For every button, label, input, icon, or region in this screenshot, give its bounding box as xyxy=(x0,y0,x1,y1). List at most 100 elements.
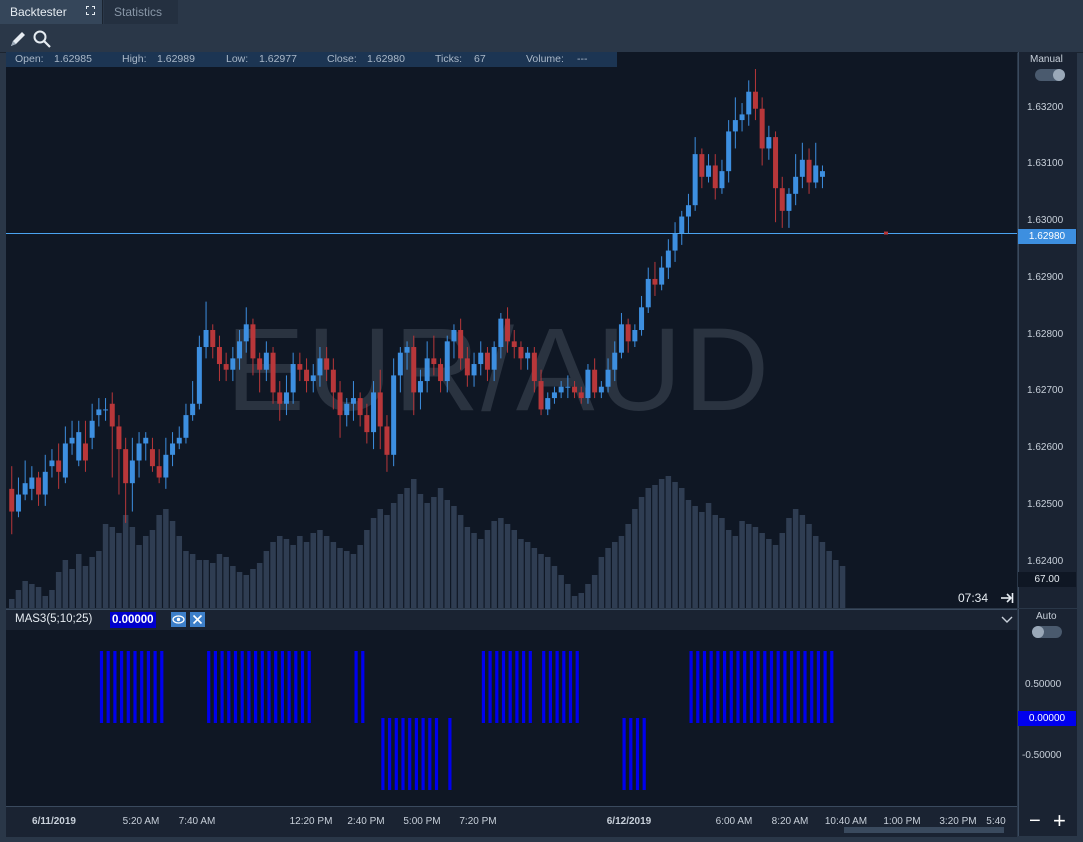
time-tick: 1:00 PM xyxy=(883,816,921,827)
price-tick: 1.62400 xyxy=(1027,555,1064,567)
candle-body xyxy=(210,330,216,348)
volume-bar xyxy=(377,509,383,608)
candle-body xyxy=(36,477,42,495)
volume-bar xyxy=(819,542,826,608)
price-tick: 1.62600 xyxy=(1027,442,1064,454)
candle-body xyxy=(344,403,350,416)
candle-body xyxy=(397,352,403,376)
volume-bar xyxy=(156,515,162,608)
volume-bar xyxy=(712,515,718,608)
tab-statistics[interactable]: Statistics xyxy=(104,0,178,24)
time-scrollbar[interactable] xyxy=(844,827,1004,833)
indicator-bar xyxy=(140,651,144,723)
zoom-in-button[interactable]: + xyxy=(1053,808,1066,833)
volume-bar xyxy=(236,572,243,608)
indicator-bar xyxy=(515,651,519,723)
indicator-bar xyxy=(488,651,492,723)
scroll-to-end-icon[interactable] xyxy=(1000,592,1014,604)
current-price-tag: 1.62980 xyxy=(1018,229,1076,244)
candle-body xyxy=(330,369,336,393)
toggle-knob xyxy=(1053,69,1065,81)
candle-body xyxy=(337,392,343,416)
indicator-bar xyxy=(227,651,231,723)
volume-bar xyxy=(457,515,464,608)
tab-backtester-label: Backtester xyxy=(10,5,67,19)
low-value: 1.62977 xyxy=(259,53,297,65)
time-tick: 3:20 PM xyxy=(939,816,977,827)
high-value: 1.62989 xyxy=(157,53,195,65)
indicator-bar xyxy=(260,651,264,723)
indicator-tick: -0.50000 xyxy=(1022,750,1062,761)
volume-bar xyxy=(685,500,692,608)
candle-body xyxy=(411,347,417,393)
eye-icon[interactable] xyxy=(171,612,186,627)
volume-bar xyxy=(504,524,511,608)
candle-body xyxy=(592,369,598,393)
volume-bar xyxy=(491,521,497,608)
candle-body xyxy=(699,154,705,177)
volume-bar xyxy=(826,551,832,608)
volume-bar xyxy=(350,554,357,608)
indicator-axis[interactable]: Auto 0.50000 -0.50000 xyxy=(1018,609,1077,806)
indicator-bar xyxy=(501,651,506,723)
candle-body xyxy=(732,120,738,132)
indicator-bar xyxy=(394,718,398,790)
indicator-bar xyxy=(408,718,412,790)
price-chart[interactable]: EUR/AUD 07:34 xyxy=(6,52,1017,608)
time-tick: 12:20 PM xyxy=(289,816,333,827)
volume-bar xyxy=(779,533,785,608)
candle-body xyxy=(324,358,330,370)
close-icon[interactable] xyxy=(190,612,205,627)
candle-body xyxy=(618,324,624,353)
candle-body xyxy=(659,267,665,285)
volume-bar xyxy=(62,560,69,608)
search-icon[interactable] xyxy=(32,29,52,49)
volume-bar xyxy=(478,539,484,608)
indicator-value: 0.00000 xyxy=(110,612,156,628)
candle-body xyxy=(82,443,88,461)
volume-bar xyxy=(511,530,517,608)
candle-body xyxy=(719,171,725,189)
auto-scale-toggle[interactable] xyxy=(1032,626,1062,638)
volume-bar xyxy=(210,563,216,608)
maximize-icon[interactable] xyxy=(86,6,95,15)
indicator-bar xyxy=(388,718,392,790)
candle-body xyxy=(585,369,591,399)
ticks-label: Ticks: xyxy=(435,53,463,65)
pencil-icon[interactable] xyxy=(8,29,28,49)
candle-body xyxy=(384,426,390,455)
candle-body xyxy=(297,364,303,370)
indicator-pane[interactable] xyxy=(6,630,1017,806)
indicator-bar xyxy=(716,651,720,723)
manual-scale-toggle[interactable] xyxy=(1035,69,1065,81)
indicator-header: MAS3(5;10;25) 0.00000 xyxy=(6,609,1017,630)
candle-body xyxy=(639,307,645,330)
volume-bar xyxy=(464,527,471,608)
volume-bar xyxy=(42,596,48,608)
volume-bar xyxy=(149,530,156,608)
indicator-bar xyxy=(629,718,633,790)
candle-body xyxy=(163,454,169,478)
tab-backtester[interactable]: Backtester xyxy=(0,0,103,24)
candle-body xyxy=(391,375,397,455)
candle-body xyxy=(612,352,618,370)
candle-body xyxy=(712,165,718,189)
candle-body xyxy=(525,352,531,359)
candle-body xyxy=(96,409,102,416)
indicator-histogram xyxy=(99,651,834,790)
price-scale-mode-label: Manual xyxy=(1030,54,1063,65)
volume-bar xyxy=(317,530,323,608)
candle-body xyxy=(203,330,209,348)
volume-bar xyxy=(665,476,672,608)
indicator-bar xyxy=(254,651,258,723)
candle-body xyxy=(572,386,578,393)
volume-bar xyxy=(256,563,263,608)
chevron-down-icon[interactable] xyxy=(1001,615,1013,625)
time-axis[interactable]: 6/11/2019 5:20 AM 7:40 AM 12:20 PM 2:40 PM 5:… xyxy=(6,806,1017,837)
indicator-bar xyxy=(810,651,814,723)
symbol-watermark: EUR/AUD xyxy=(226,304,772,436)
volume-bar xyxy=(82,566,89,608)
zoom-out-button[interactable]: − xyxy=(1029,810,1041,832)
volume-bar xyxy=(444,500,450,608)
price-axis[interactable]: Manual 1.63200 1.63100 1.63000 1.62900 1.628… xyxy=(1018,52,1077,608)
